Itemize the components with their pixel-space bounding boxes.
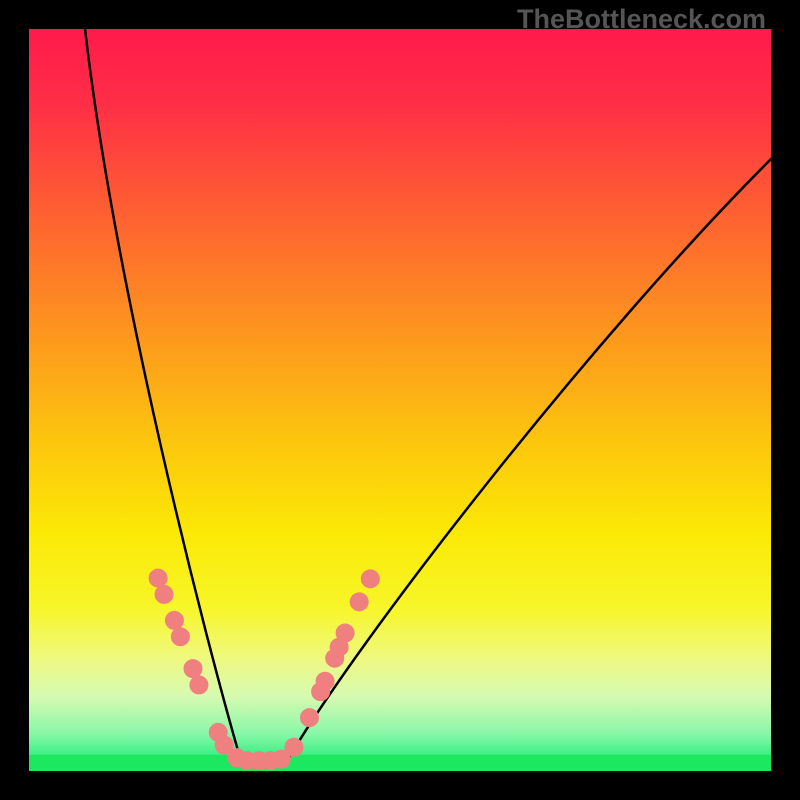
plot-area xyxy=(29,29,771,771)
chart-container: TheBottleneck.com xyxy=(0,0,800,800)
chart-svg xyxy=(29,29,771,771)
watermark-text: TheBottleneck.com xyxy=(517,4,766,35)
